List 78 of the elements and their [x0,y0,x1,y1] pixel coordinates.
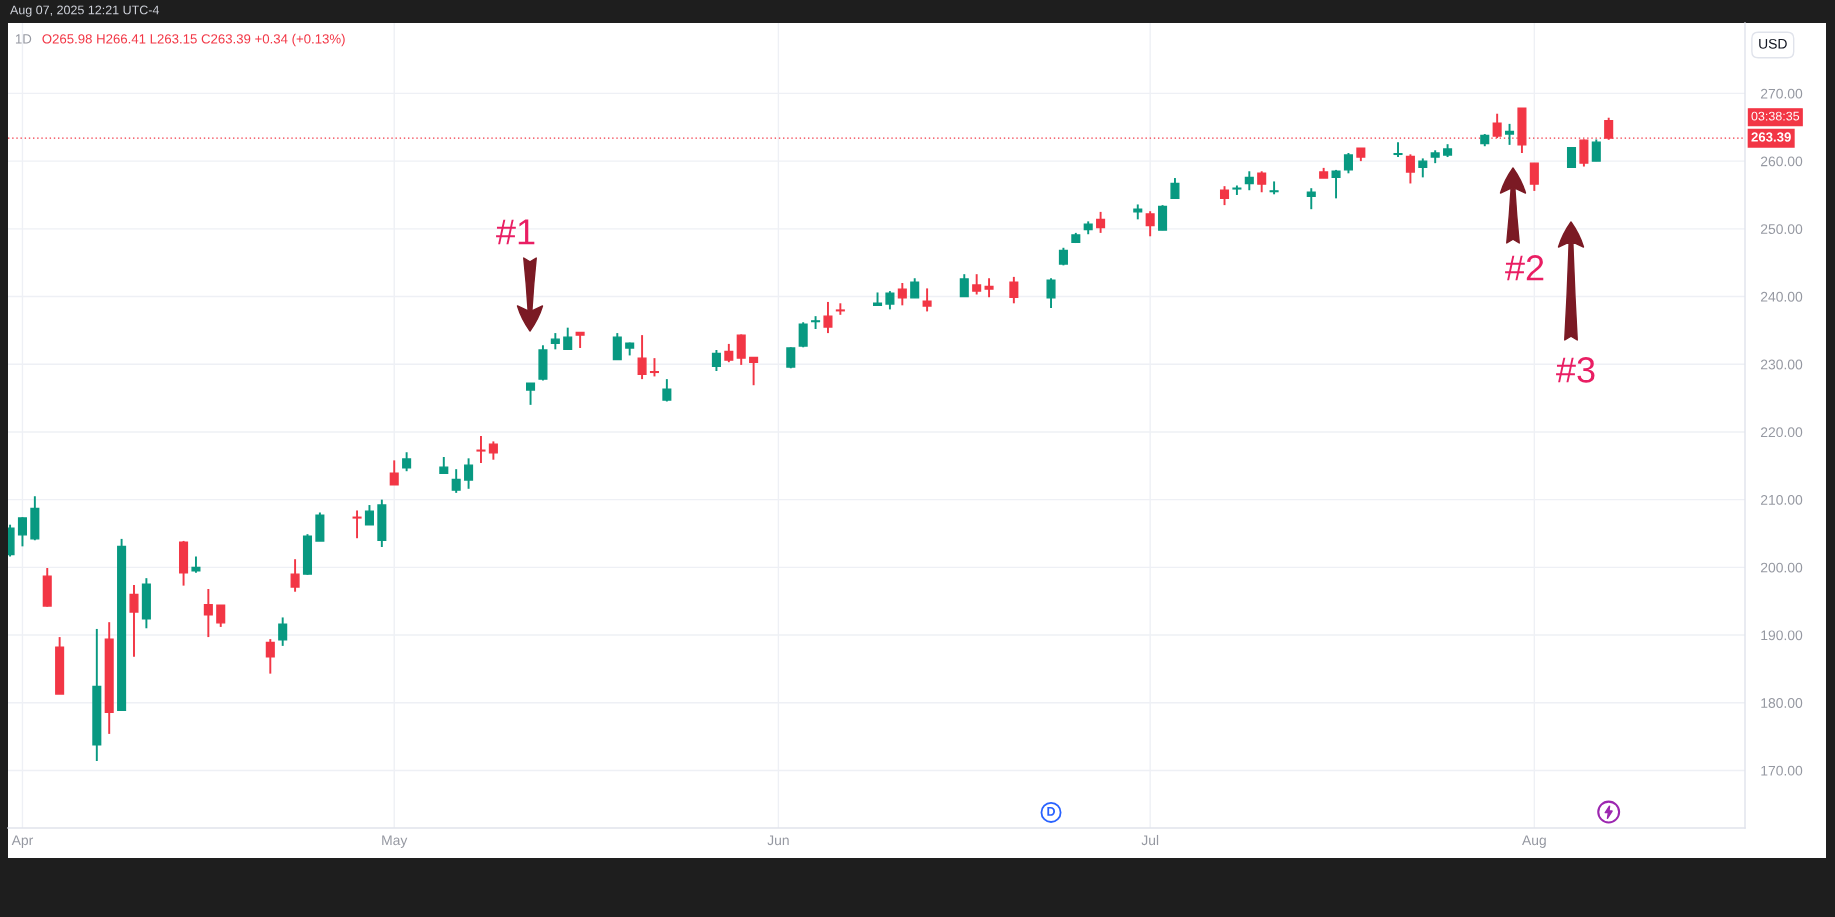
candlestick [1158,204,1168,232]
candlestick [203,588,213,639]
candlestick [736,333,746,366]
y-tick-label: 240.00 [1760,291,1803,302]
candlestick [464,457,474,490]
candlestick [823,300,833,335]
y-tick-label: 230.00 [1760,359,1803,370]
candlestick [451,468,461,494]
candlestick [1244,170,1254,192]
candlestick [910,277,920,299]
y-tick-label: 210.00 [1760,494,1803,505]
candlestick [1046,277,1056,309]
x-tick-label: Jun [767,835,789,846]
candlestick [984,277,994,299]
annotation: #2 [1505,255,1544,281]
x-tick-label: Aug [1522,835,1546,848]
candlestick [798,321,808,349]
candlestick [488,440,498,461]
y-tick-label: 220.00 [1760,427,1803,438]
y-tick-label: 260.00 [1760,156,1803,167]
y-tick-label: 190.00 [1761,630,1803,641]
candlestick [526,382,536,406]
candlestick [1591,138,1601,163]
candlestick [352,509,362,540]
candlestick [1418,157,1428,179]
candlestick [1529,162,1539,192]
y-tick-label: 180.00 [1761,698,1803,708]
candlestick [402,451,412,473]
candlestick [1566,146,1577,168]
candlestick [1170,177,1180,200]
candlestick [278,616,288,647]
ref-line-label: 263.39 [1751,132,1791,142]
candlestick [749,356,759,387]
candlestick [1405,153,1415,185]
candlestick [649,357,660,378]
candlestick [389,459,399,486]
text: 1D [15,34,32,44]
candlestick [1257,170,1267,194]
x-tick-label: Jul [1141,834,1159,846]
candlestick [265,638,275,675]
candlestick [216,604,226,628]
annotation: #3 [1556,357,1595,383]
candlestick [612,332,622,361]
candlestick [1306,187,1316,211]
text: O265.98 H266.41 L263.15 C263.39 +0.34 (+0.13%) [42,33,345,47]
candlestick [897,282,907,307]
candlestick [885,290,895,311]
y-tick-label: 170.00 [1761,765,1803,776]
candlestick [1343,152,1353,175]
x-tick-label: May [382,835,408,848]
annotation: D [1047,807,1056,816]
candlestick [1505,122,1515,146]
candlestick [17,516,27,548]
candlestick [476,435,486,465]
y-tick-label: 200.00 [1760,562,1803,573]
candlestick [1009,275,1019,305]
text: Aug 07, 2025 12:21 UTC-4 [10,5,160,17]
candlestick [129,583,139,658]
candlestick [290,558,300,593]
candlestick [724,342,734,364]
candlestick [1331,168,1341,200]
y-tick-label: 270.00 [1760,88,1803,99]
candlestick [959,273,969,298]
candlestick [1145,210,1155,238]
candlestick [1219,185,1230,207]
y-axis-title: USD [1759,38,1787,49]
candlestick [1393,141,1403,159]
candlestick [364,504,374,526]
text: 03:38:35 [1751,111,1800,121]
x-tick-label: Apr [11,835,34,848]
candlestick [711,349,721,372]
annotation: #1 [496,219,535,245]
candlestick [972,273,982,296]
candlestick [922,287,932,313]
candlestick [835,302,845,316]
candlestick [1096,210,1106,234]
y-tick-label: 250.00 [1760,224,1803,234]
candlestick [637,334,647,381]
